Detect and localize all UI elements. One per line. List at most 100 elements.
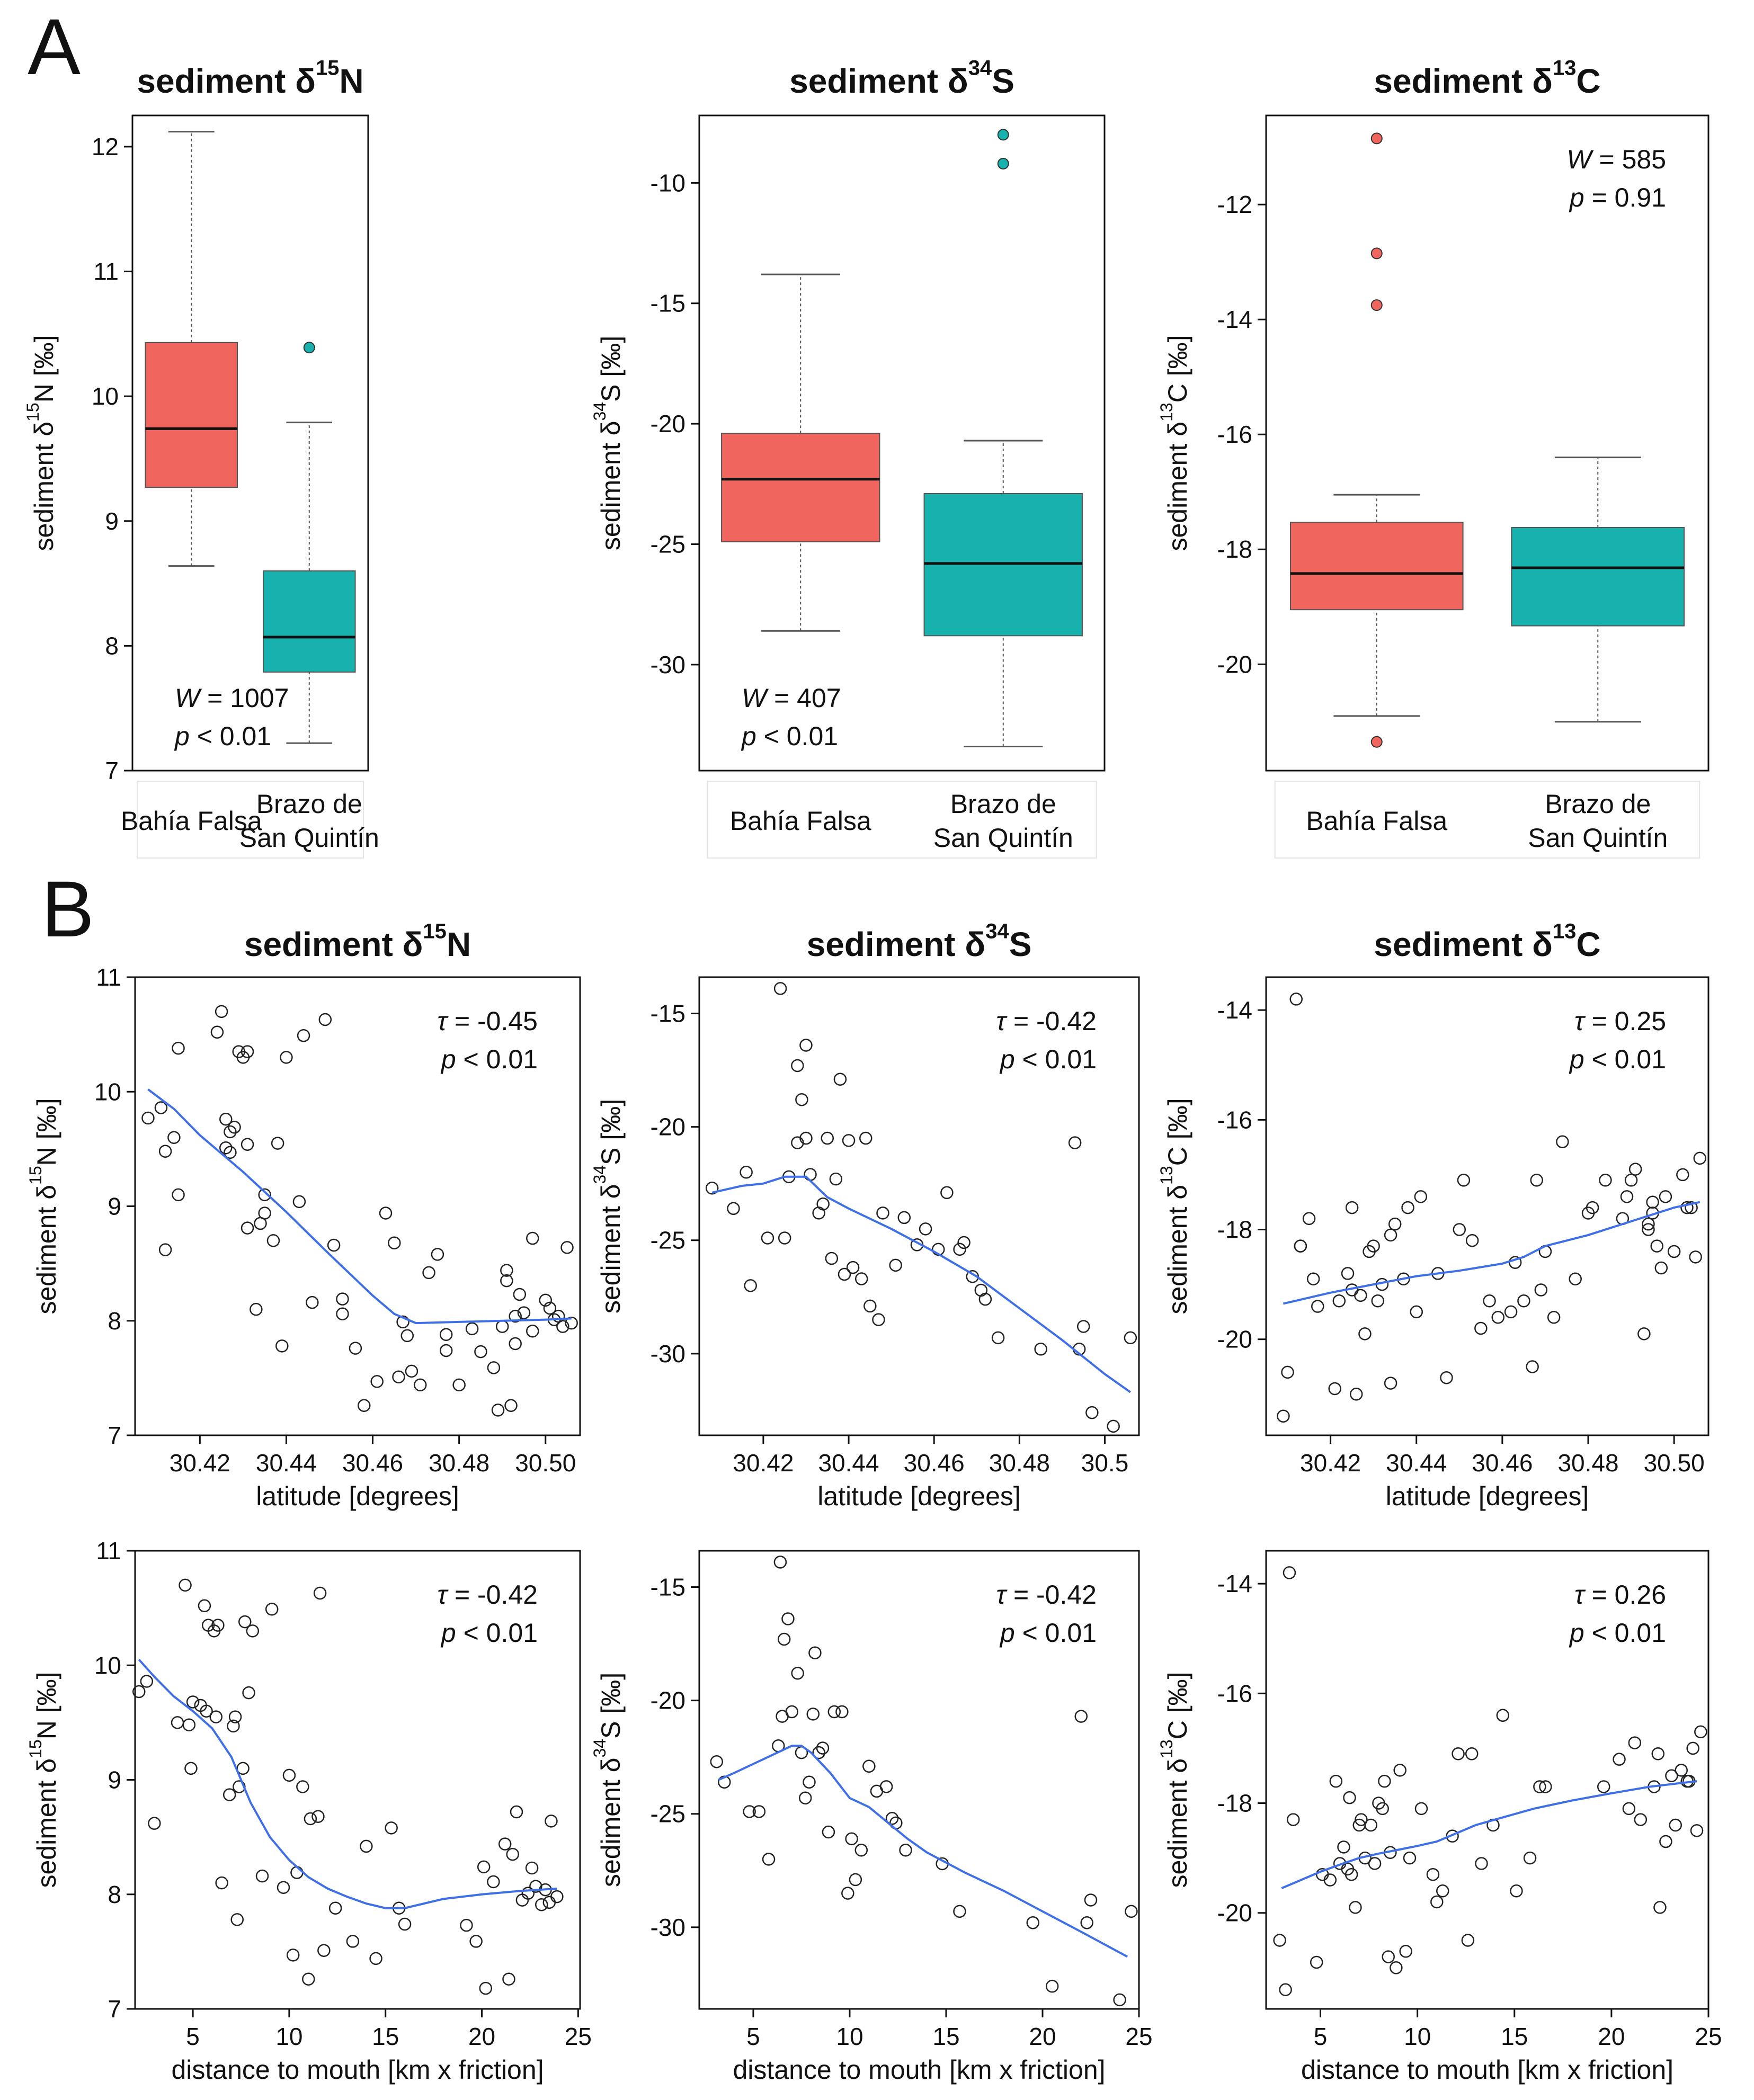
data-point <box>1510 1884 1523 1898</box>
data-point <box>1547 1311 1561 1324</box>
data-point <box>469 1935 483 1948</box>
x-tick-label: 25 <box>1695 2023 1722 2050</box>
category-label: San Quintín <box>239 823 379 853</box>
plot-title: sediment δ15N <box>244 919 471 963</box>
stat-line-2: p < 0.01 <box>440 1044 538 1074</box>
x-tick-label: 30.42 <box>733 1449 794 1477</box>
data-point <box>186 1695 200 1709</box>
data-point <box>521 1887 535 1900</box>
x-tick-label: 30.44 <box>818 1449 879 1477</box>
smooth-line <box>1283 1201 1700 1305</box>
data-point <box>849 1873 862 1887</box>
x-tick-label: 30.48 <box>1557 1449 1618 1477</box>
y-tick-label: -18 <box>1217 535 1252 563</box>
data-point <box>1539 1780 1552 1793</box>
data-point <box>859 1131 872 1145</box>
data-point <box>277 1881 290 1895</box>
data-point <box>506 1847 519 1861</box>
data-point <box>388 1236 401 1249</box>
category-label: San Quintín <box>933 823 1073 853</box>
plot-frame <box>1265 114 1710 772</box>
data-point <box>148 1817 161 1830</box>
data-point <box>854 1272 868 1285</box>
data-point <box>1310 1955 1323 1969</box>
data-point <box>854 1843 868 1857</box>
data-point <box>215 1876 228 1890</box>
data-point <box>296 1780 309 1793</box>
data-point <box>705 1181 719 1195</box>
data-point <box>242 1686 255 1700</box>
data-point <box>1107 1419 1120 1433</box>
plot-frame <box>1265 1550 1710 2010</box>
x-tick-label: 30.5 <box>1081 1449 1129 1477</box>
data-point <box>1675 1764 1688 1777</box>
stat-line-1: τ = -0.42 <box>996 1006 1097 1036</box>
data-point <box>1341 1267 1355 1280</box>
data-point <box>845 1832 858 1846</box>
x-tick-label: 30.46 <box>904 1449 965 1477</box>
y-tick-label: -20 <box>651 1687 685 1714</box>
data-point <box>791 1059 804 1073</box>
stat-line-1: τ = 0.25 <box>1574 1006 1666 1036</box>
data-point <box>504 1399 518 1413</box>
data-point <box>1653 1901 1667 1914</box>
data-point <box>1569 1272 1582 1286</box>
boxplot-A2: -30 -25 -20 -15 -10 sediment δ34S [‰] sediment… <box>590 56 1106 859</box>
data-point <box>414 1378 427 1392</box>
data-point <box>1452 1747 1465 1761</box>
data-point <box>184 1762 198 1775</box>
data-point <box>560 1241 574 1254</box>
data-point <box>317 1944 331 1957</box>
data-point <box>1659 1190 1672 1203</box>
data-point <box>313 1586 327 1600</box>
data-point <box>1457 1174 1471 1187</box>
data-point <box>179 1578 192 1592</box>
data-point <box>200 1704 213 1718</box>
data-point <box>1686 1741 1699 1755</box>
data-point <box>816 1197 830 1211</box>
data-point <box>761 1231 774 1245</box>
data-point <box>1685 1201 1698 1214</box>
smooth-line <box>1281 1780 1697 1889</box>
scatter-B6: -20 -18 -16 -14 sediment δ13C [‰] 5 10 15 20 25 di… <box>1157 1550 1722 2085</box>
data-point <box>1384 1377 1397 1390</box>
data-point <box>1345 1201 1359 1214</box>
data-point <box>727 1202 740 1216</box>
data-point <box>132 1685 146 1699</box>
data-point <box>327 1238 341 1252</box>
data-point <box>710 1755 724 1768</box>
data-point <box>439 1344 453 1357</box>
stat-line-2: p = 0.91 <box>1569 183 1666 212</box>
data-point <box>1491 1311 1505 1324</box>
data-point <box>1026 1916 1040 1929</box>
y-tick-label: -15 <box>651 1000 685 1027</box>
y-tick-label: -25 <box>651 531 685 558</box>
data-point <box>1667 1245 1681 1258</box>
data-point <box>1496 1709 1510 1722</box>
stat-line-1: τ = -0.42 <box>996 1580 1097 1610</box>
data-point <box>385 1821 398 1835</box>
data-point <box>431 1248 444 1261</box>
category-label: Bahía Falsa <box>1306 806 1447 836</box>
x-axis-label: distance to mouth [km x friction] <box>733 2055 1105 2085</box>
data-point <box>172 1041 185 1055</box>
data-point <box>543 1301 557 1315</box>
data-point <box>1376 1802 1389 1816</box>
plot-title: sediment δ13C <box>1374 56 1600 100</box>
data-point <box>1074 1710 1088 1723</box>
data-point <box>846 1261 860 1274</box>
data-point <box>422 1266 435 1280</box>
plot-frame <box>1265 976 1710 1436</box>
data-point <box>158 1145 172 1158</box>
stat-line-1: τ = 0.26 <box>1574 1580 1666 1610</box>
y-tick-label: 10 <box>94 1651 121 1679</box>
boxplot-A3: -20 -18 -16 -14 -12 sediment δ13C [‰] sediment… <box>1157 56 1710 859</box>
data-point <box>227 1719 240 1733</box>
data-point <box>304 1812 317 1826</box>
data-point <box>1523 1851 1537 1865</box>
data-point <box>1289 993 1303 1006</box>
y-tick-label: -30 <box>651 1914 685 1941</box>
data-point <box>781 1612 795 1625</box>
data-point <box>258 1207 271 1220</box>
y-axis-label: sediment δ34S [‰] <box>590 1099 626 1313</box>
